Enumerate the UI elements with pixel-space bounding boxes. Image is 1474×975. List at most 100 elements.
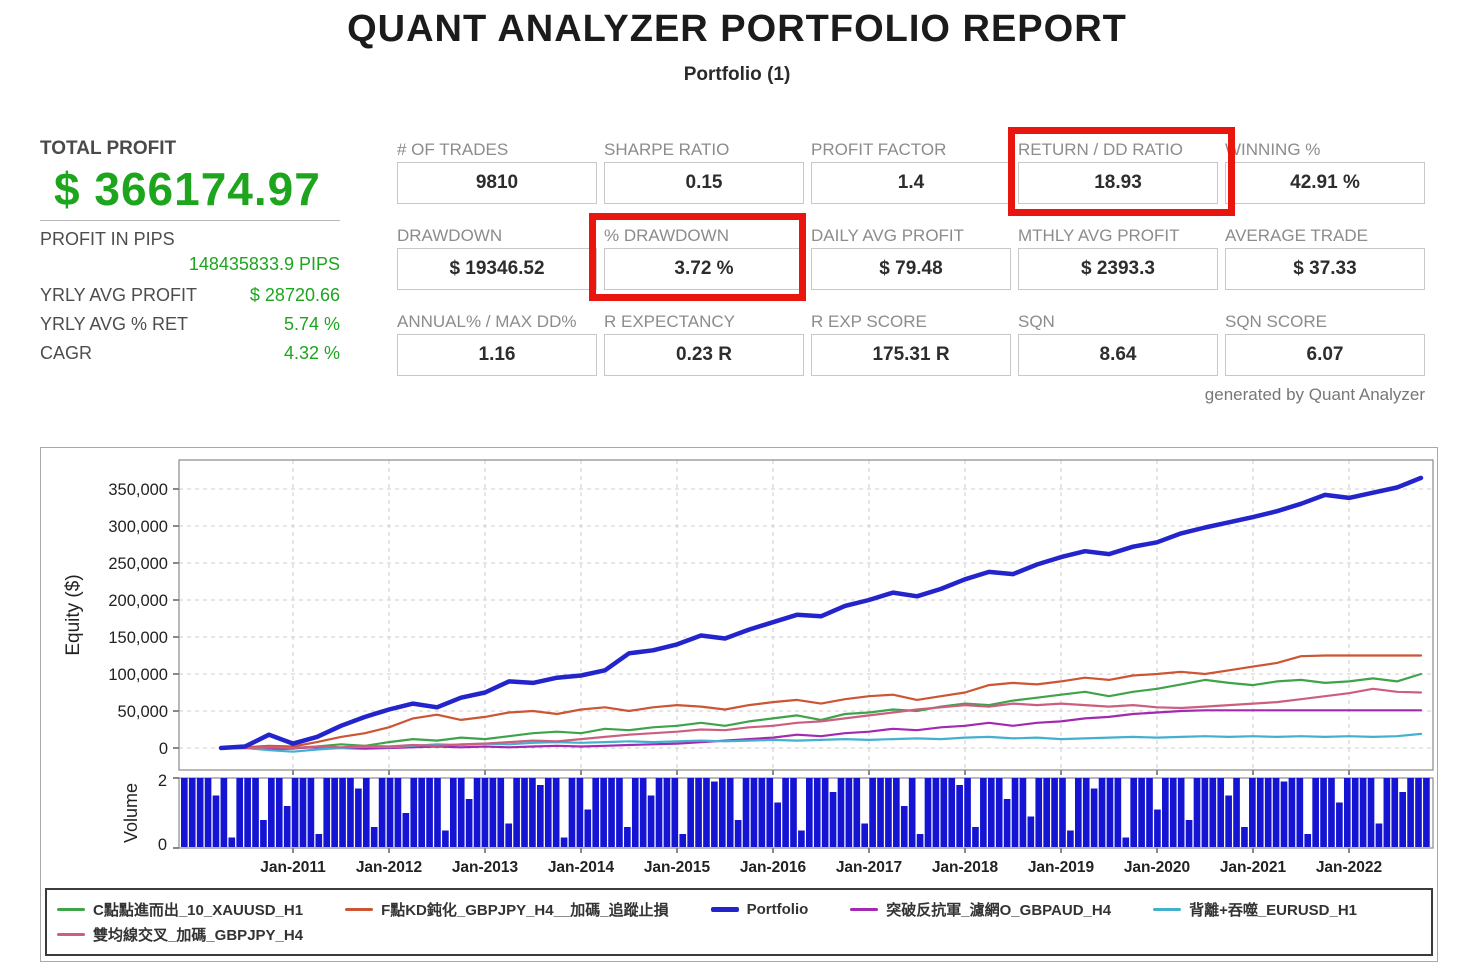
- svg-text:Jan-2018: Jan-2018: [932, 859, 999, 876]
- stat-label: MTHLY AVG PROFIT: [1018, 226, 1180, 245]
- summary-row-value: 4.32 %: [283, 343, 340, 363]
- legend-swatch-icon: [710, 907, 739, 912]
- legend-row: C點點進而出_10_XAUUSD_H1 F點KD鈍化_GBPJPY_H4__加碼_…: [57, 899, 1421, 920]
- stat-value-box: $ 79.48: [811, 248, 1011, 290]
- stat-value-box: 0.23 R: [604, 334, 804, 376]
- svg-text:Jan-2019: Jan-2019: [1028, 859, 1095, 876]
- generated-by-note: generated by Quant Analyzer: [1204, 385, 1425, 404]
- svg-text:50,000: 50,000: [118, 703, 168, 721]
- stat-value-box: 9810: [397, 162, 597, 204]
- equity-curve-chart: 0 50,000 100,000 150,000 200,000 250,000 300,0…: [63, 459, 1434, 876]
- legend-item-portfolio: Portfolio: [710, 901, 809, 918]
- stat-value-box: $ 2393.3: [1018, 248, 1218, 290]
- stat-value-box: 42.91 %: [1225, 162, 1425, 204]
- svg-text:2: 2: [158, 772, 167, 790]
- stat-value-box: 1.4: [811, 162, 1011, 204]
- summary-row: CAGR 4.32 %: [40, 339, 340, 368]
- stat-value-box: 3.72 %: [604, 248, 804, 290]
- legend-swatch-icon: [57, 908, 85, 911]
- summary-rows: YRLY AVG PROFIT $ 28720.66 YRLY AVG % RET 5…: [40, 281, 340, 368]
- summary-row-label: YRLY AVG PROFIT: [40, 285, 198, 305]
- legend-item-series-3: 突破反抗軍_濾網O_GBPAUD_H4: [850, 899, 1111, 920]
- summary-divider: [40, 220, 340, 221]
- legend-item-series-0: C點點進而出_10_XAUUSD_H1: [57, 899, 303, 920]
- stat-cell-sqn-score: SQN SCORE 6.07: [1225, 312, 1425, 376]
- svg-text:350,000: 350,000: [108, 481, 168, 499]
- stat-label: AVERAGE TRADE: [1225, 226, 1368, 245]
- svg-text:150,000: 150,000: [108, 629, 168, 647]
- svg-text:Jan-2020: Jan-2020: [1124, 859, 1190, 876]
- svg-text:Jan-2016: Jan-2016: [740, 859, 807, 876]
- stat-label: RETURN / DD RATIO: [1018, 140, 1183, 159]
- legend-label: 雙均線交叉_加碼_GBPJPY_H4: [93, 927, 304, 944]
- equity-chart-frame: 0 50,000 100,000 150,000 200,000 250,000 300,0…: [40, 447, 1438, 962]
- stat-label: SQN: [1018, 312, 1055, 331]
- summary-row: YRLY AVG % RET 5.74 %: [40, 310, 340, 339]
- stat-label: DAILY AVG PROFIT: [811, 226, 965, 245]
- stat-label: R EXP SCORE: [811, 312, 927, 331]
- stat-cell-of-trades: # OF TRADES 9810: [397, 140, 597, 204]
- stat-cell-average-trade: AVERAGE TRADE $ 37.33: [1225, 226, 1425, 290]
- legend-item-series-1: F點KD鈍化_GBPJPY_H4__加碼_追蹤止損: [345, 899, 669, 920]
- stat-value-box: 175.31 R: [811, 334, 1011, 376]
- stat-cell-r-exp-score: R EXP SCORE 175.31 R: [811, 312, 1011, 376]
- stat-cell-sqn: SQN 8.64: [1018, 312, 1218, 376]
- legend-swatch-icon: [57, 933, 85, 936]
- stat-value-box: $ 19346.52: [397, 248, 597, 290]
- summary-panel: TOTAL PROFIT $ 366174.97 PROFIT IN PIPS …: [40, 138, 340, 368]
- legend-item-series-5: 雙均線交叉_加碼_GBPJPY_H4: [57, 924, 303, 945]
- stat-label: ANNUAL% / MAX DD%: [397, 312, 577, 331]
- stat-label: % DRAWDOWN: [604, 226, 729, 245]
- svg-text:300,000: 300,000: [108, 518, 168, 536]
- svg-text:Jan-2017: Jan-2017: [836, 859, 902, 876]
- stat-cell-mthly-avg-profit: MTHLY AVG PROFIT $ 2393.3: [1018, 226, 1218, 290]
- total-profit-value: $ 366174.97: [54, 163, 321, 215]
- stat-cell-daily-avg-profit: DAILY AVG PROFIT $ 79.48: [811, 226, 1011, 290]
- stat-value-box: 6.07: [1225, 334, 1425, 376]
- stat-cell-drawdown: % DRAWDOWN 3.72 %: [604, 226, 804, 290]
- page-title: QUANT ANALYZER PORTFOLIO REPORT: [347, 8, 1127, 50]
- stat-cell-sharpe-ratio: SHARPE RATIO 0.15: [604, 140, 804, 204]
- svg-text:250,000: 250,000: [108, 555, 168, 573]
- svg-text:Jan-2015: Jan-2015: [644, 859, 711, 876]
- total-profit-label: TOTAL PROFIT: [40, 138, 177, 159]
- legend-label: F點KD鈍化_GBPJPY_H4__加碼_追蹤止損: [381, 902, 669, 919]
- legend-row: 雙均線交叉_加碼_GBPJPY_H4: [57, 924, 1421, 945]
- stat-label: R EXPECTANCY: [604, 312, 735, 331]
- stat-label: WINNING %: [1225, 140, 1321, 159]
- svg-text:Jan-2014: Jan-2014: [548, 859, 615, 876]
- svg-text:200,000: 200,000: [108, 592, 168, 610]
- stat-label: SHARPE RATIO: [604, 140, 730, 159]
- svg-text:Jan-2012: Jan-2012: [356, 859, 422, 876]
- page-subtitle: Portfolio (1): [683, 64, 791, 85]
- stat-cell-winning: WINNING % 42.91 %: [1225, 140, 1425, 204]
- stat-value-box: 18.93: [1018, 162, 1218, 204]
- legend-label: C點點進而出_10_XAUUSD_H1: [93, 902, 304, 919]
- stat-cell-drawdown: DRAWDOWN $ 19346.52: [397, 226, 597, 290]
- legend-label: 背離+吞噬_EURUSD_H1: [1189, 902, 1358, 919]
- summary-row-value: $ 28720.66: [249, 285, 340, 305]
- profit-in-pips-label: PROFIT IN PIPS: [40, 229, 175, 249]
- stat-value-box: $ 37.33: [1225, 248, 1425, 290]
- stat-value-box: 1.16: [397, 334, 597, 376]
- stat-cell-r-expectancy: R EXPECTANCY 0.23 R: [604, 312, 804, 376]
- svg-text:100,000: 100,000: [108, 666, 168, 684]
- legend-label: 突破反抗軍_濾網O_GBPAUD_H4: [886, 902, 1112, 919]
- svg-text:Jan-2021: Jan-2021: [1220, 859, 1287, 876]
- stat-cell-annual-max-dd: ANNUAL% / MAX DD% 1.16: [397, 312, 597, 376]
- chart-legend: C點點進而出_10_XAUUSD_H1 F點KD鈍化_GBPJPY_H4__加碼_…: [45, 888, 1433, 956]
- legend-swatch-icon: [850, 908, 879, 911]
- profit-in-pips-value: 148435833.9 PIPS: [188, 254, 340, 274]
- stat-value-box: 0.15: [604, 162, 804, 204]
- summary-row-value: 5.74 %: [283, 314, 340, 334]
- svg-text:Jan-2013: Jan-2013: [452, 859, 519, 876]
- legend-label: Portfolio: [746, 901, 809, 918]
- svg-text:Jan-2022: Jan-2022: [1316, 859, 1382, 876]
- summary-row-label: YRLY AVG % RET: [40, 314, 189, 334]
- stat-label: # OF TRADES: [397, 140, 509, 159]
- stat-label: PROFIT FACTOR: [811, 140, 947, 159]
- svg-text:Jan-2011: Jan-2011: [260, 859, 326, 876]
- stat-label: DRAWDOWN: [397, 226, 503, 245]
- svg-text:0: 0: [159, 740, 168, 758]
